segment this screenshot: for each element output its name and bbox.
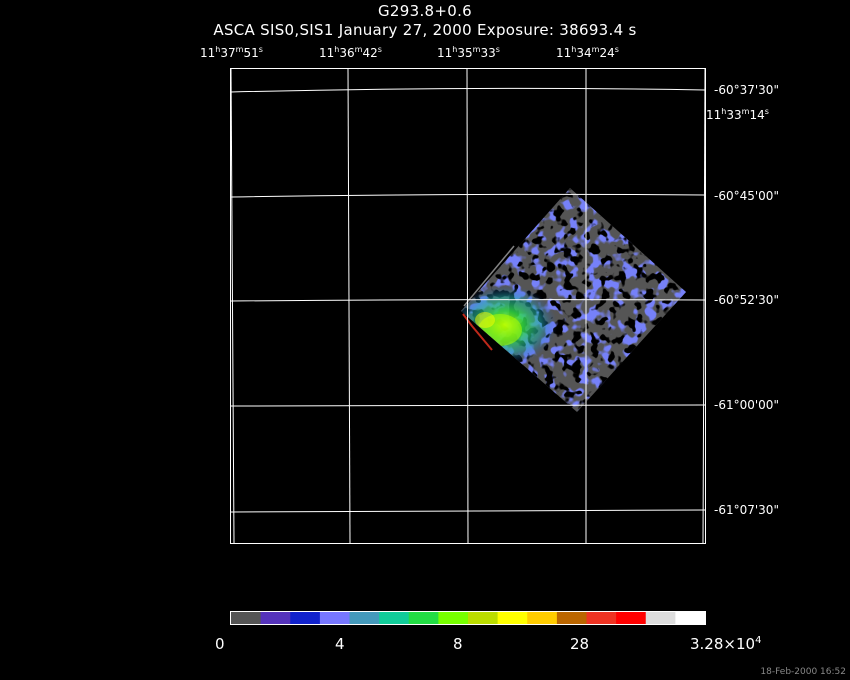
ra-grid [230, 68, 706, 544]
dec-label: -61°00'00" [714, 398, 779, 412]
colorbar-tick-label: 0 [215, 635, 225, 653]
colorbar-swatch [319, 612, 351, 624]
colorbar-swatch [290, 612, 321, 624]
colorbar-swatch [616, 612, 647, 624]
colorbar-swatch [497, 612, 528, 624]
colorbar-swatch [349, 612, 380, 624]
colorbar-swatch [468, 612, 499, 624]
colorbar-tick-label: 4 [335, 635, 345, 653]
ra-label: 11h35m33s [437, 45, 500, 60]
dec-label: -60°37'30" [714, 83, 779, 97]
ra-label: 11h36m42s [319, 45, 382, 60]
dec-grid [230, 87, 706, 513]
ra-label: 11h34m24s [556, 45, 619, 60]
colorbar-swatch [231, 612, 262, 624]
colorbar-tick-label: 3.28×104 [690, 635, 762, 653]
colorbar-swatch [260, 612, 291, 624]
dec-label: -60°52'30" [714, 293, 779, 307]
image-title: G293.8+0.6 [378, 2, 472, 20]
colorbar-swatch [408, 612, 439, 624]
colorbar-swatch [379, 612, 410, 624]
dec-label: -60°45'00" [714, 189, 779, 203]
colorbar-swatch [586, 612, 617, 624]
colorbar-swatch [675, 612, 706, 624]
colorbar-swatch [527, 612, 558, 624]
colorbar-tick-label: 8 [453, 635, 463, 653]
timestamp: 18-Feb-2000 16:52 [760, 667, 846, 677]
ra-label: 11h33m14s [706, 107, 769, 122]
colorbar-swatch [556, 612, 588, 624]
colorbar [231, 612, 706, 624]
colorbar-tick-label: 28 [570, 635, 590, 653]
ra-label: 11h37m51s [200, 45, 263, 60]
dec-label: -61°07'30" [714, 503, 779, 517]
colorbar-swatch [645, 612, 676, 624]
colorbar-swatch [438, 612, 469, 624]
image-subtitle: ASCA SIS0,SIS1 January 27, 2000 Exposure… [213, 21, 637, 39]
plot-frame [230, 68, 706, 544]
